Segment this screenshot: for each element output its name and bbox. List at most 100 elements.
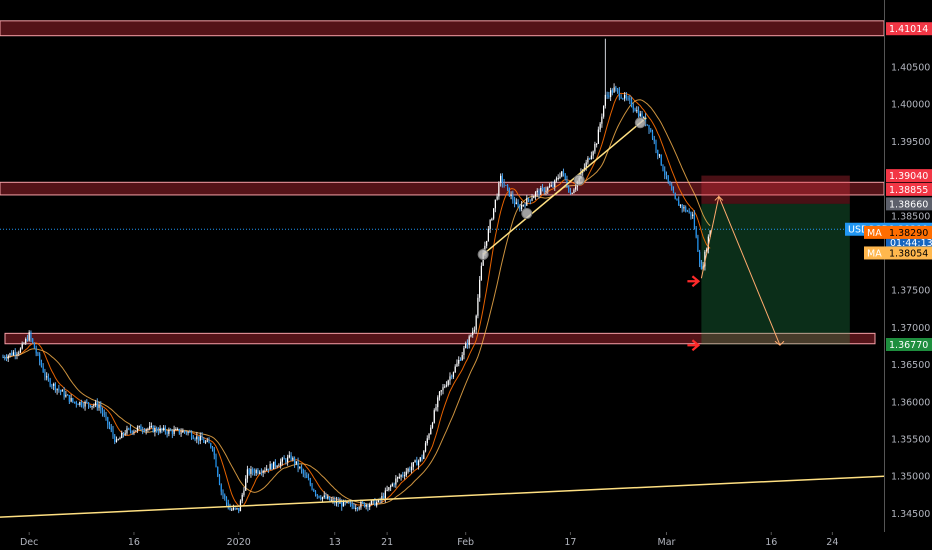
candle-body-203 [356, 507, 359, 509]
candle-body-23 [42, 366, 44, 373]
candle-body-112 [197, 436, 200, 441]
price-label-4-bg [886, 337, 932, 351]
candle-body-34 [61, 390, 63, 392]
candle-body-386 [676, 198, 678, 201]
candle-body-0 [2, 357, 4, 359]
candle-body-379 [664, 170, 666, 175]
candle-body-317 [555, 178, 558, 181]
candle-body-14 [26, 338, 29, 341]
candle-body-237 [416, 460, 418, 466]
candle-body-127 [224, 495, 226, 498]
candle-body-137 [241, 494, 243, 501]
candle-body-67 [119, 438, 121, 440]
candle-body-303 [531, 198, 533, 201]
candle-body-61 [108, 424, 111, 428]
candle-body-336 [589, 158, 591, 160]
candle-body-254 [445, 385, 448, 387]
candle-body-131 [231, 509, 233, 511]
candle-body-238 [417, 460, 420, 466]
candle-body-170 [299, 467, 301, 469]
position-layer [701, 175, 850, 345]
candle-body-244 [428, 434, 430, 439]
candle-body-353 [618, 90, 620, 97]
candle-body-240 [421, 457, 423, 460]
candle-body-64 [114, 435, 116, 442]
x-tick-8: 16 [765, 537, 777, 548]
candle-body-249 [437, 397, 439, 408]
candle-body-382 [669, 181, 671, 186]
candle-body-325 [569, 192, 572, 194]
candle-body-256 [449, 376, 451, 381]
candle-body-100 [176, 428, 179, 430]
candle-body-103 [182, 430, 184, 433]
y-tick-8: 1.35500 [891, 434, 930, 445]
candle-body-241 [423, 451, 425, 460]
candle-body-348 [609, 90, 612, 97]
candle-body-159 [280, 461, 282, 466]
candle-body-361 [632, 106, 634, 110]
price-labels: 1.410141.390401.388551.386601.36770USDSG… [845, 22, 932, 351]
candle-body-40 [72, 398, 74, 402]
candle-body-398 [697, 236, 699, 252]
candle-body-339 [594, 143, 596, 152]
candle-body-4 [9, 353, 11, 356]
candle-body-84 [149, 426, 151, 429]
projection-arrowhead [774, 340, 785, 346]
y-tick-1: 1.40000 [891, 100, 930, 111]
candle-body-335 [587, 158, 589, 163]
candle-body-69 [122, 432, 125, 435]
candle-body-391 [685, 206, 687, 212]
candle-body-25 [46, 376, 48, 378]
candle-body-384 [672, 190, 675, 194]
candle-body-96 [170, 429, 172, 431]
candle-body-91 [161, 428, 163, 430]
candle-body-144 [253, 471, 256, 474]
candle-body-142 [250, 469, 252, 474]
candle-body-39 [70, 398, 72, 402]
price-label-1-text: 1.39040 [889, 171, 928, 182]
candle-body-148 [260, 472, 263, 474]
candles [2, 38, 711, 514]
candle-body-171 [300, 467, 303, 470]
candle-body-387 [678, 200, 680, 206]
candle-body-297 [520, 205, 523, 210]
candle-body-92 [163, 427, 165, 430]
candle-body-257 [451, 376, 453, 378]
candle-body-316 [554, 180, 556, 187]
ma-label-1-value: 1.38054 [889, 248, 928, 259]
candle-body-51 [91, 405, 93, 408]
candle-body-72 [128, 428, 130, 430]
candle-body-19 [35, 348, 37, 354]
candle-body-260 [456, 363, 458, 367]
candle-body-243 [426, 438, 428, 444]
candle-body-206 [362, 502, 364, 504]
candle-body-9 [18, 352, 20, 354]
candle-body-221 [388, 487, 390, 490]
x-tick-5: Feb [457, 537, 474, 548]
candle-body-18 [33, 342, 36, 349]
candle-body-342 [599, 123, 601, 130]
candle-body-328 [575, 186, 577, 190]
candle-body-201 [353, 506, 355, 509]
candle-body-2 [5, 358, 8, 360]
candle-body-308 [540, 188, 542, 195]
candle-body-301 [527, 198, 530, 200]
candle-body-235 [412, 462, 414, 467]
candle-body-307 [538, 190, 540, 195]
candle-body-286 [501, 175, 503, 184]
candle-body-282 [494, 199, 496, 209]
candle-body-226 [396, 477, 399, 479]
candle-body-6 [12, 352, 15, 356]
candle-body-225 [395, 478, 397, 485]
candle-body-228 [400, 475, 402, 477]
candle-body-261 [458, 360, 460, 364]
position-stop-zone [701, 175, 850, 204]
candle-body-49 [87, 402, 90, 405]
candle-body-230 [403, 475, 406, 477]
candle-body-245 [430, 427, 432, 435]
candle-body-324 [568, 186, 570, 193]
y-tick-10: 1.34500 [891, 509, 930, 520]
candle-body-156 [274, 461, 276, 467]
candle-body-215 [377, 499, 380, 502]
